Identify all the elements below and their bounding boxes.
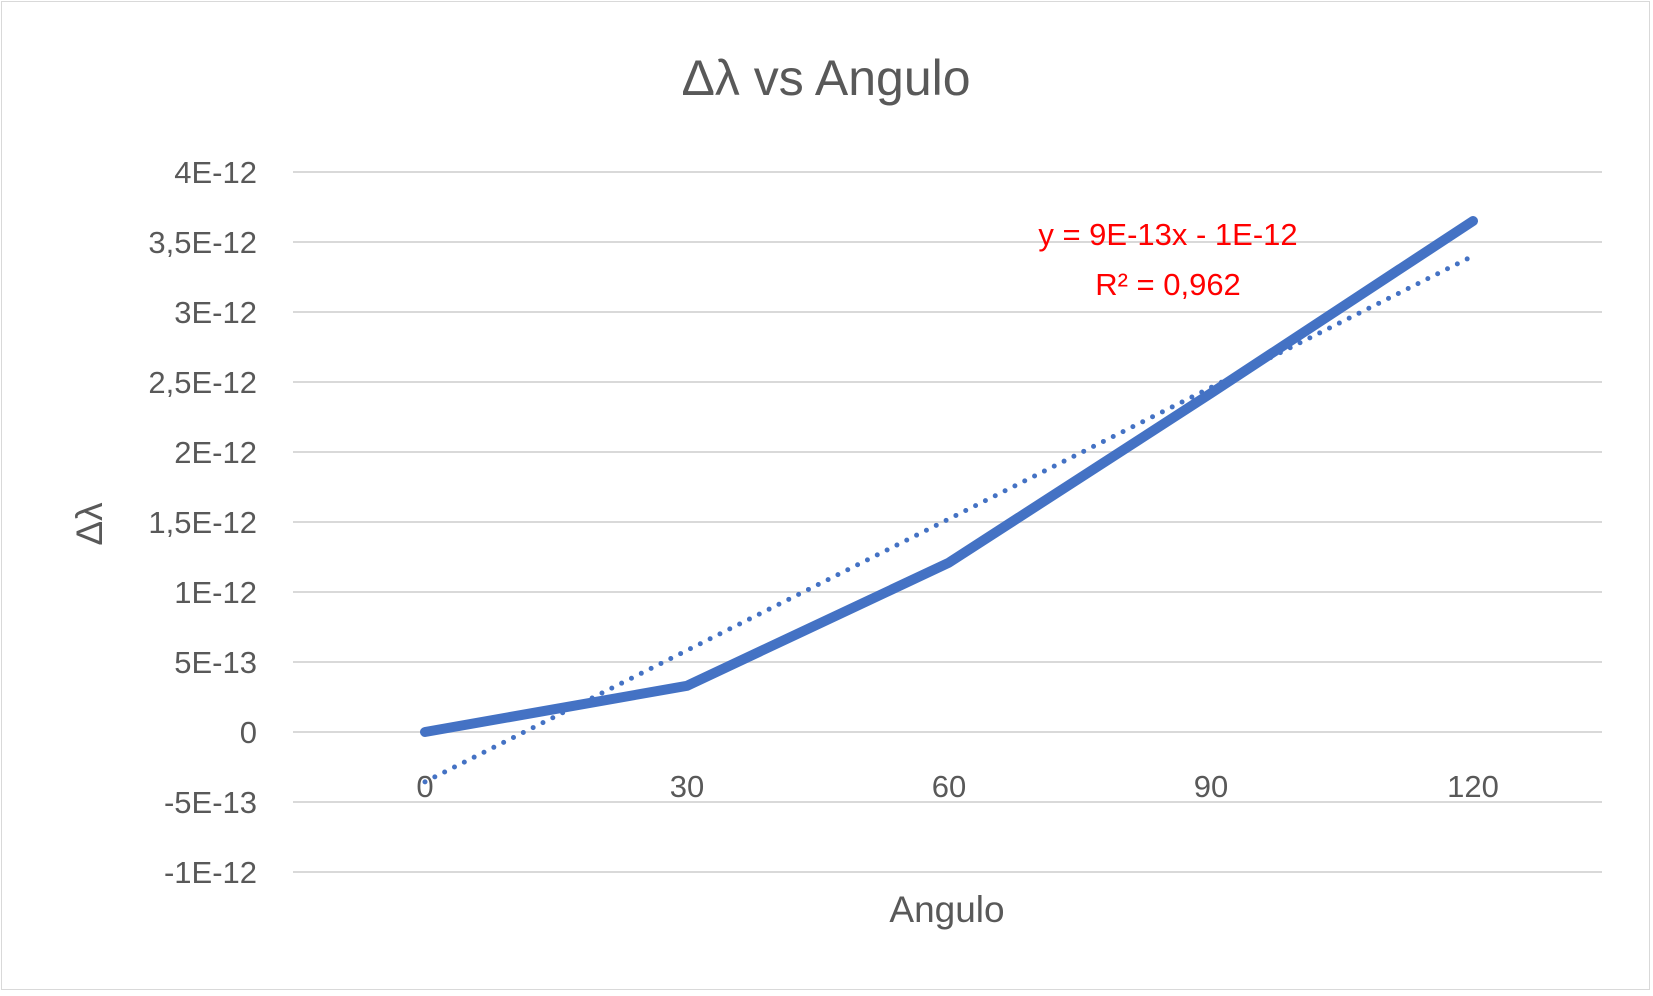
x-tick-label: 60 <box>932 769 966 804</box>
y-tick-label: 3,5E-12 <box>148 225 257 260</box>
trendline-r-squared: R² = 0,962 <box>1095 267 1241 302</box>
trendline <box>422 253 1476 785</box>
y-tick-label: 0 <box>240 715 257 750</box>
x-axis-title: Angulo <box>889 889 1004 930</box>
y-tick-label: 2E-12 <box>174 435 257 470</box>
y-tick-labels: 4E-12 3,5E-12 3E-12 2,5E-12 2E-12 1,5E-12 1E-1… <box>148 155 257 890</box>
x-tick-label: 90 <box>1194 769 1228 804</box>
y-tick-label: 2,5E-12 <box>148 365 257 400</box>
y-tick-label: 3E-12 <box>174 295 257 330</box>
series-line <box>420 216 1478 737</box>
y-tick-label: -5E-13 <box>164 785 257 820</box>
x-tick-labels: 0 30 60 90 120 <box>416 769 1498 804</box>
y-tick-label: 5E-13 <box>174 645 257 680</box>
x-tick-label: 0 <box>416 769 433 804</box>
y-axis-title: Δλ <box>69 502 110 546</box>
y-tick-label: -1E-12 <box>164 855 257 890</box>
y-tick-label: 4E-12 <box>174 155 257 190</box>
series-lines <box>420 216 1478 737</box>
trendline-equation: y = 9E-13x - 1E-12 <box>1038 217 1297 252</box>
trendline-path <box>422 253 1476 785</box>
chart-title: Δλ vs Angulo <box>681 50 970 106</box>
y-tick-label: 1E-12 <box>174 575 257 610</box>
x-tick-label: 120 <box>1447 769 1499 804</box>
x-tick-label: 30 <box>670 769 704 804</box>
y-tick-label: 1,5E-12 <box>148 505 257 540</box>
